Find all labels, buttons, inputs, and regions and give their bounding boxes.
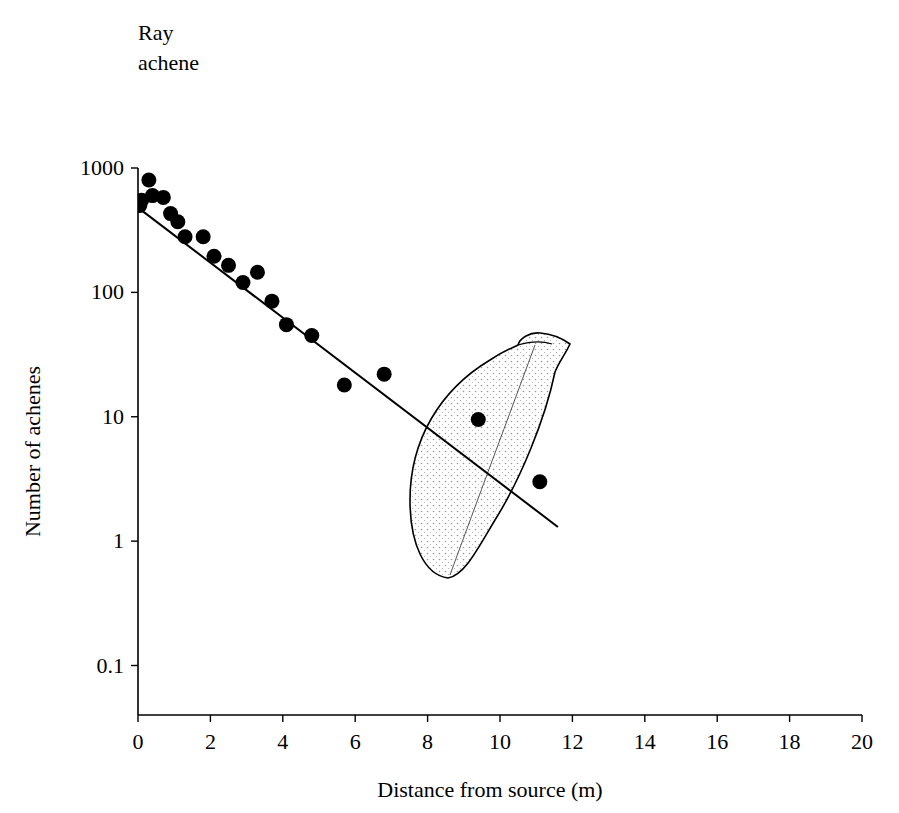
x-tick [137,715,138,722]
x-tick [717,715,718,722]
title: Rayachene [138,20,199,75]
data-point [532,474,547,489]
x-tick-label: 6 [350,729,361,754]
y-tick [131,540,138,541]
y-tick-label: 100 [91,279,124,304]
x-tick-label: 4 [277,729,288,754]
x-tick [572,715,573,722]
x-tick [644,715,645,722]
x-tick-label: 0 [133,729,144,754]
achene-illustration [410,333,570,578]
x-tick [861,715,862,722]
x-tick [427,715,428,722]
x-tick-label: 8 [422,729,433,754]
data-point [377,367,392,382]
x-tick-label: 2 [205,729,216,754]
x-tick-label: 14 [634,729,656,754]
x-tick-label: 10 [489,729,511,754]
data-point [178,229,193,244]
data-point [337,378,352,393]
y-tick-label: 0.1 [97,653,125,678]
x-tick-label: 18 [779,729,801,754]
fit-line [138,208,558,527]
x-tick [355,715,356,722]
x-tick-label: 20 [851,729,873,754]
y-tick [131,416,138,417]
data-point [250,265,265,280]
data-point [221,258,236,273]
plot-area [138,173,558,527]
y-tick [131,167,138,168]
x-tick [282,715,283,722]
data-point [156,190,171,205]
y-tick [131,292,138,293]
data-point [170,214,185,229]
chart: 0 2 4 6 8 10 12 14 16 18 20 0.1 1 10 100 1000 Distance f… [0,0,899,813]
data-point [141,173,156,188]
x-axis-title: Distance from source (m) [377,777,602,802]
x-tick-label: 12 [561,729,583,754]
data-point [196,229,211,244]
y-axis [137,168,139,715]
y-tick-label: 1000 [80,155,124,180]
y-tick-label: 10 [102,404,124,429]
y-tick [131,665,138,666]
data-point [471,412,486,427]
x-tick [789,715,790,722]
x-tick-label: 16 [706,729,728,754]
x-tick [499,715,500,722]
y-tick-label: 1 [113,528,124,553]
y-axis-title: Number of achenes [20,366,45,537]
x-tick [210,715,211,722]
